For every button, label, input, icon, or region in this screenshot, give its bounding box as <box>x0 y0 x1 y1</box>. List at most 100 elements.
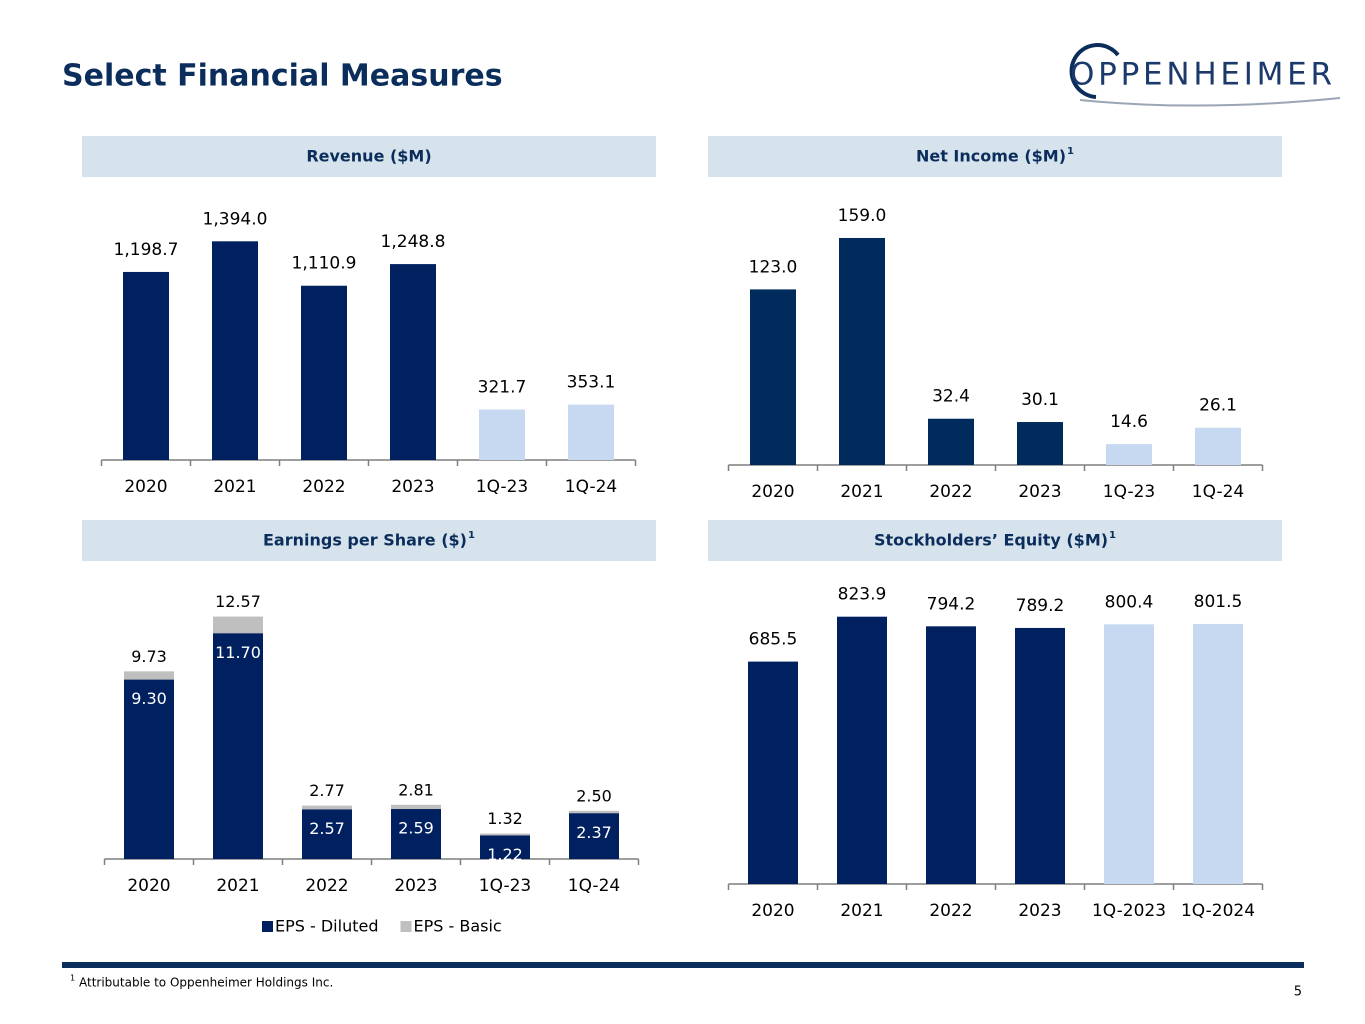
x-tick-label: 1Q-23 <box>476 477 528 497</box>
data-label: 1.32 <box>487 809 523 828</box>
bar <box>390 264 436 460</box>
data-label: 2.81 <box>398 780 434 799</box>
data-label: 26.1 <box>1199 396 1237 416</box>
bar <box>213 633 263 859</box>
x-tick-label: 2021 <box>216 876 259 896</box>
x-tick-label: 2023 <box>1018 901 1061 921</box>
x-tick-label: 2020 <box>127 876 170 896</box>
bar <box>926 626 976 884</box>
data-label: 2.57 <box>309 819 345 838</box>
data-label: 2.37 <box>576 823 612 842</box>
data-label: 1,394.0 <box>203 209 268 229</box>
logo: OPPENHEIMER <box>1070 57 1332 93</box>
footer-rule <box>62 962 1304 968</box>
title-footnote-mark: 1 <box>1109 530 1116 541</box>
x-tick-label: 2022 <box>929 482 972 502</box>
bar <box>568 404 614 460</box>
data-label: 1.22 <box>487 845 523 864</box>
title-footnote-mark: 1 <box>1067 146 1074 157</box>
data-label: 1,198.7 <box>114 240 179 260</box>
x-tick-label: 2022 <box>302 477 345 497</box>
logo-swoosh <box>1079 97 1341 107</box>
bar <box>1193 623 1243 884</box>
data-label: 685.5 <box>749 630 798 650</box>
data-label: 32.4 <box>932 387 970 407</box>
data-label: 321.7 <box>478 378 527 398</box>
legend-swatch <box>262 921 273 932</box>
bar <box>748 661 798 884</box>
bar <box>839 237 885 465</box>
bar <box>301 285 347 460</box>
footnote: Attributable to Oppenheimer Holdings Inc… <box>79 976 333 990</box>
footnote-mark: 1 <box>70 974 75 983</box>
bar <box>837 616 887 884</box>
x-tick-label: 2020 <box>124 477 167 497</box>
data-label: 801.5 <box>1194 592 1243 612</box>
data-label: 2.50 <box>576 786 612 805</box>
x-tick-label: 2020 <box>751 482 794 502</box>
chart-title: Earnings per Share ($) <box>263 531 467 550</box>
bar <box>391 809 441 859</box>
x-tick-label: 1Q-23 <box>479 876 531 896</box>
logo-arc <box>1069 43 1120 99</box>
chart-title: Net Income ($M) <box>916 147 1066 166</box>
chart-title: Revenue ($M) <box>306 147 431 166</box>
bar <box>750 289 796 465</box>
bar <box>569 813 619 859</box>
data-label: 823.9 <box>838 585 887 605</box>
chart-title: Stockholders’ Equity ($M) <box>874 531 1108 550</box>
bar <box>212 241 258 460</box>
x-tick-label: 2021 <box>213 477 256 497</box>
bar <box>123 271 169 460</box>
bar <box>480 835 530 859</box>
title-footnote-mark: 1 <box>468 530 475 541</box>
bar <box>1106 444 1152 465</box>
data-label: 159.0 <box>838 206 887 226</box>
x-tick-label: 1Q-24 <box>568 876 620 896</box>
data-label: 1,248.8 <box>381 232 446 252</box>
panel-header <box>82 136 656 177</box>
data-label: 800.4 <box>1105 592 1154 612</box>
x-tick-label: 1Q-2024 <box>1181 901 1255 921</box>
data-label: 1,110.9 <box>292 254 357 274</box>
x-tick-label: 2020 <box>751 901 794 921</box>
data-label: 9.73 <box>131 647 167 666</box>
x-tick-label: 2023 <box>1018 482 1061 502</box>
data-label: 14.6 <box>1110 412 1148 432</box>
legend-swatch <box>400 921 412 932</box>
data-label: 30.1 <box>1021 390 1059 410</box>
data-label: 123.0 <box>749 257 798 277</box>
bar <box>928 418 974 465</box>
x-tick-label: 2022 <box>305 876 348 896</box>
slide-title: Select Financial Measures <box>62 59 503 94</box>
data-label: 794.2 <box>927 594 976 614</box>
panel-header <box>708 136 1282 177</box>
bar <box>1195 427 1241 465</box>
x-tick-label: 2023 <box>391 477 434 497</box>
data-label: 789.2 <box>1016 596 1065 616</box>
x-tick-label: 2021 <box>840 482 883 502</box>
panel-header <box>708 520 1282 561</box>
bar <box>1104 624 1154 884</box>
data-label: 2.77 <box>309 781 345 800</box>
bar <box>1015 627 1065 884</box>
x-tick-label: 2023 <box>394 876 437 896</box>
data-label: 11.70 <box>215 643 261 662</box>
data-label: 2.59 <box>398 819 434 838</box>
x-tick-label: 1Q-23 <box>1103 482 1155 502</box>
x-tick-label: 2021 <box>840 901 883 921</box>
bar <box>124 679 174 859</box>
x-tick-label: 1Q-2023 <box>1092 901 1166 921</box>
x-tick-label: 1Q-24 <box>565 477 617 497</box>
data-label: 12.57 <box>215 592 261 611</box>
bar <box>479 409 525 460</box>
legend-label: EPS - Basic <box>413 917 501 936</box>
panel-header <box>82 520 656 561</box>
bar <box>302 809 352 859</box>
x-tick-label: 2022 <box>929 901 972 921</box>
bar <box>1017 422 1063 465</box>
x-tick-label: 1Q-24 <box>1192 482 1244 502</box>
data-label: 9.30 <box>131 689 167 708</box>
legend-label: EPS - Diluted <box>275 917 378 936</box>
